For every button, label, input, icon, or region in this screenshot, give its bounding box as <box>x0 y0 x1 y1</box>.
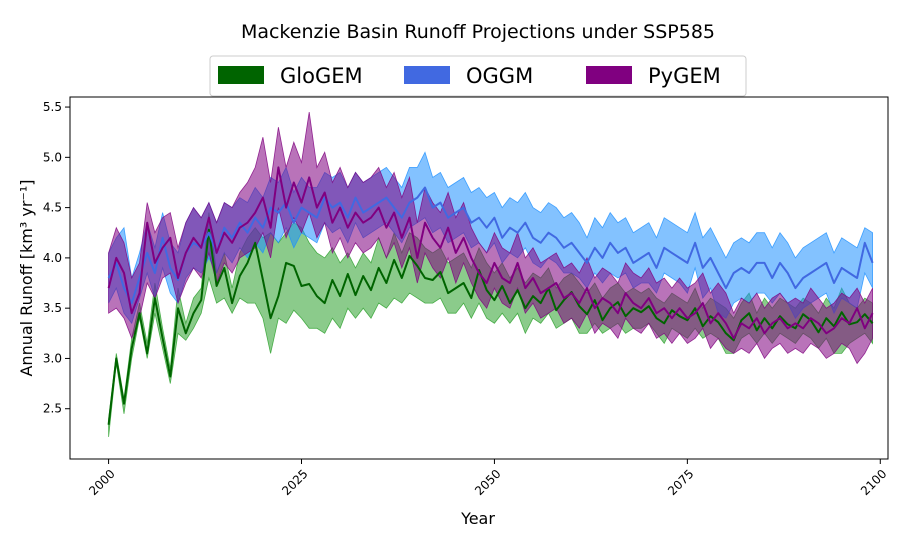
y-tick-label: 5.0 <box>43 150 62 164</box>
pygem-legend-swatch <box>586 66 632 84</box>
y-tick-label: 2.5 <box>43 402 62 416</box>
y-tick-label: 4.0 <box>43 251 62 265</box>
y-tick-label: 4.5 <box>43 201 62 215</box>
pygem-band <box>108 112 873 365</box>
x-axis-label: Year <box>460 509 495 528</box>
glogem-legend-swatch <box>218 66 264 84</box>
y-tick-label: 3.0 <box>43 351 62 365</box>
plot-frame <box>69 96 889 460</box>
y-tick-label: 3.5 <box>43 301 62 315</box>
chart-title: Mackenzie Basin Runoff Projections under… <box>241 21 715 43</box>
pygem-mean-line <box>107 166 874 340</box>
oggm-legend-label: OGGM <box>466 64 533 88</box>
oggm-mean-line <box>107 186 874 305</box>
oggm-legend-swatch <box>404 66 450 84</box>
glogem-legend-label: GloGEM <box>280 64 363 88</box>
glogem-mean-line <box>107 228 874 425</box>
y-axis: 2.5 3.0 3.5 4.0 4.5 5.0 5.5 <box>43 100 70 416</box>
y-tick-label: 5.5 <box>43 100 62 114</box>
legend: GloGEM OGGM PyGEM <box>209 55 747 97</box>
y-axis-label: Annual Runoff [km³ yr⁻¹] <box>17 179 36 376</box>
pygem-legend-label: PyGEM <box>648 64 721 88</box>
mean-lines <box>107 166 874 425</box>
glogem-band <box>108 212 873 437</box>
